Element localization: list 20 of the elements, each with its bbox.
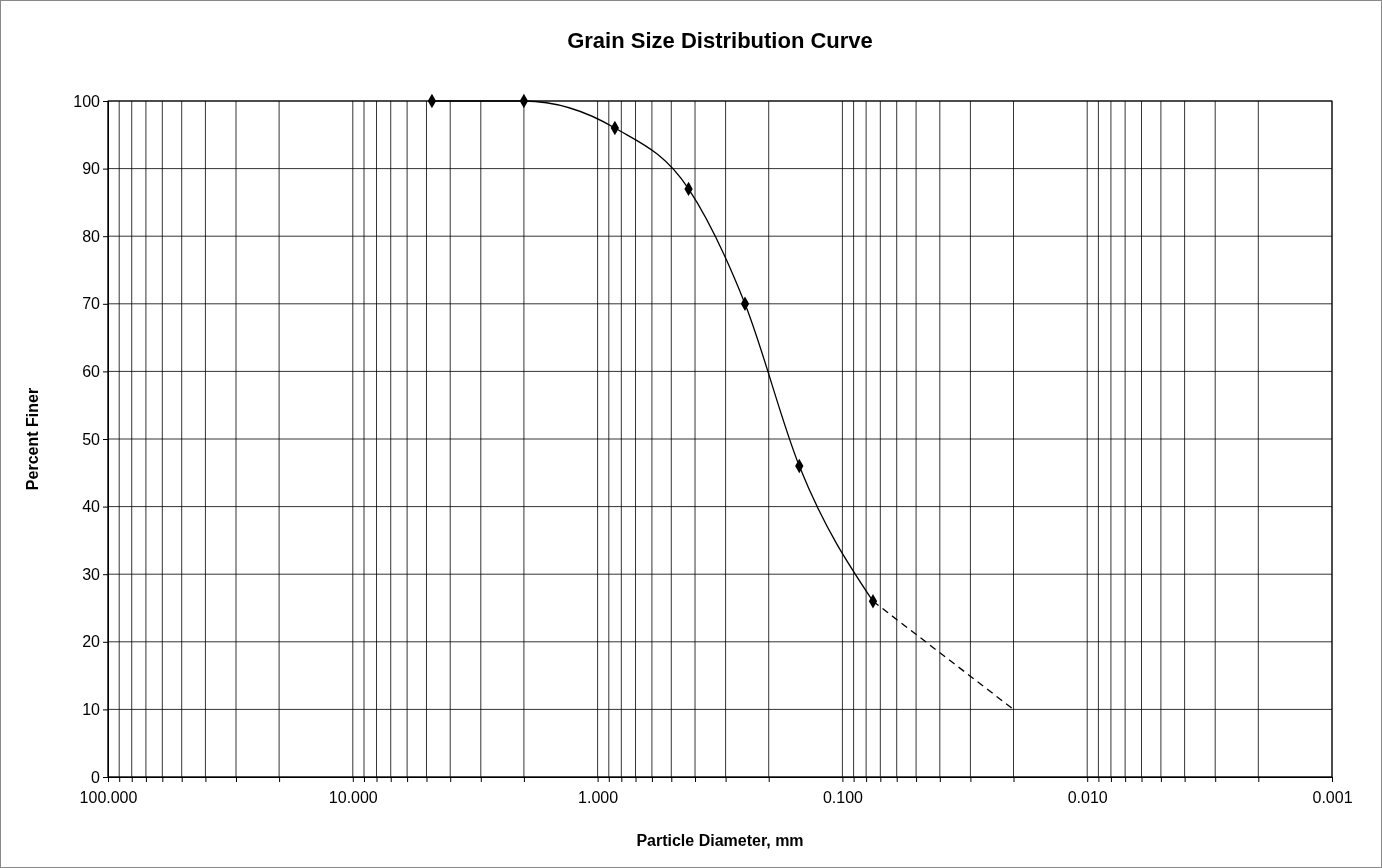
- x-axis-title: Particle Diameter, mm: [636, 832, 804, 849]
- x-tick-label: 100.000: [79, 788, 138, 806]
- y-tick-label: 70: [82, 295, 101, 313]
- y-tick-label: 30: [82, 565, 101, 583]
- y-tick-label: 20: [82, 633, 101, 651]
- x-tick-label: 0.001: [1312, 788, 1353, 806]
- x-tick-label: 1.000: [578, 788, 619, 806]
- y-tick-label: 50: [82, 430, 101, 448]
- y-tick-label: 40: [82, 498, 101, 516]
- y-tick-label: 80: [82, 227, 101, 245]
- y-axis-title: Percent Finer: [24, 387, 41, 491]
- y-tick-label: 0: [91, 768, 101, 786]
- chart-title: Grain Size Distribution Curve: [567, 28, 873, 53]
- y-tick-label: 60: [82, 363, 101, 381]
- x-tick-label: 0.010: [1067, 788, 1108, 806]
- y-tick-label: 90: [82, 160, 101, 178]
- y-tick-label: 100: [73, 92, 101, 110]
- x-tick-label: 0.100: [822, 788, 864, 806]
- y-tick-label: 10: [82, 701, 101, 719]
- x-tick-label: 10.000: [328, 788, 378, 806]
